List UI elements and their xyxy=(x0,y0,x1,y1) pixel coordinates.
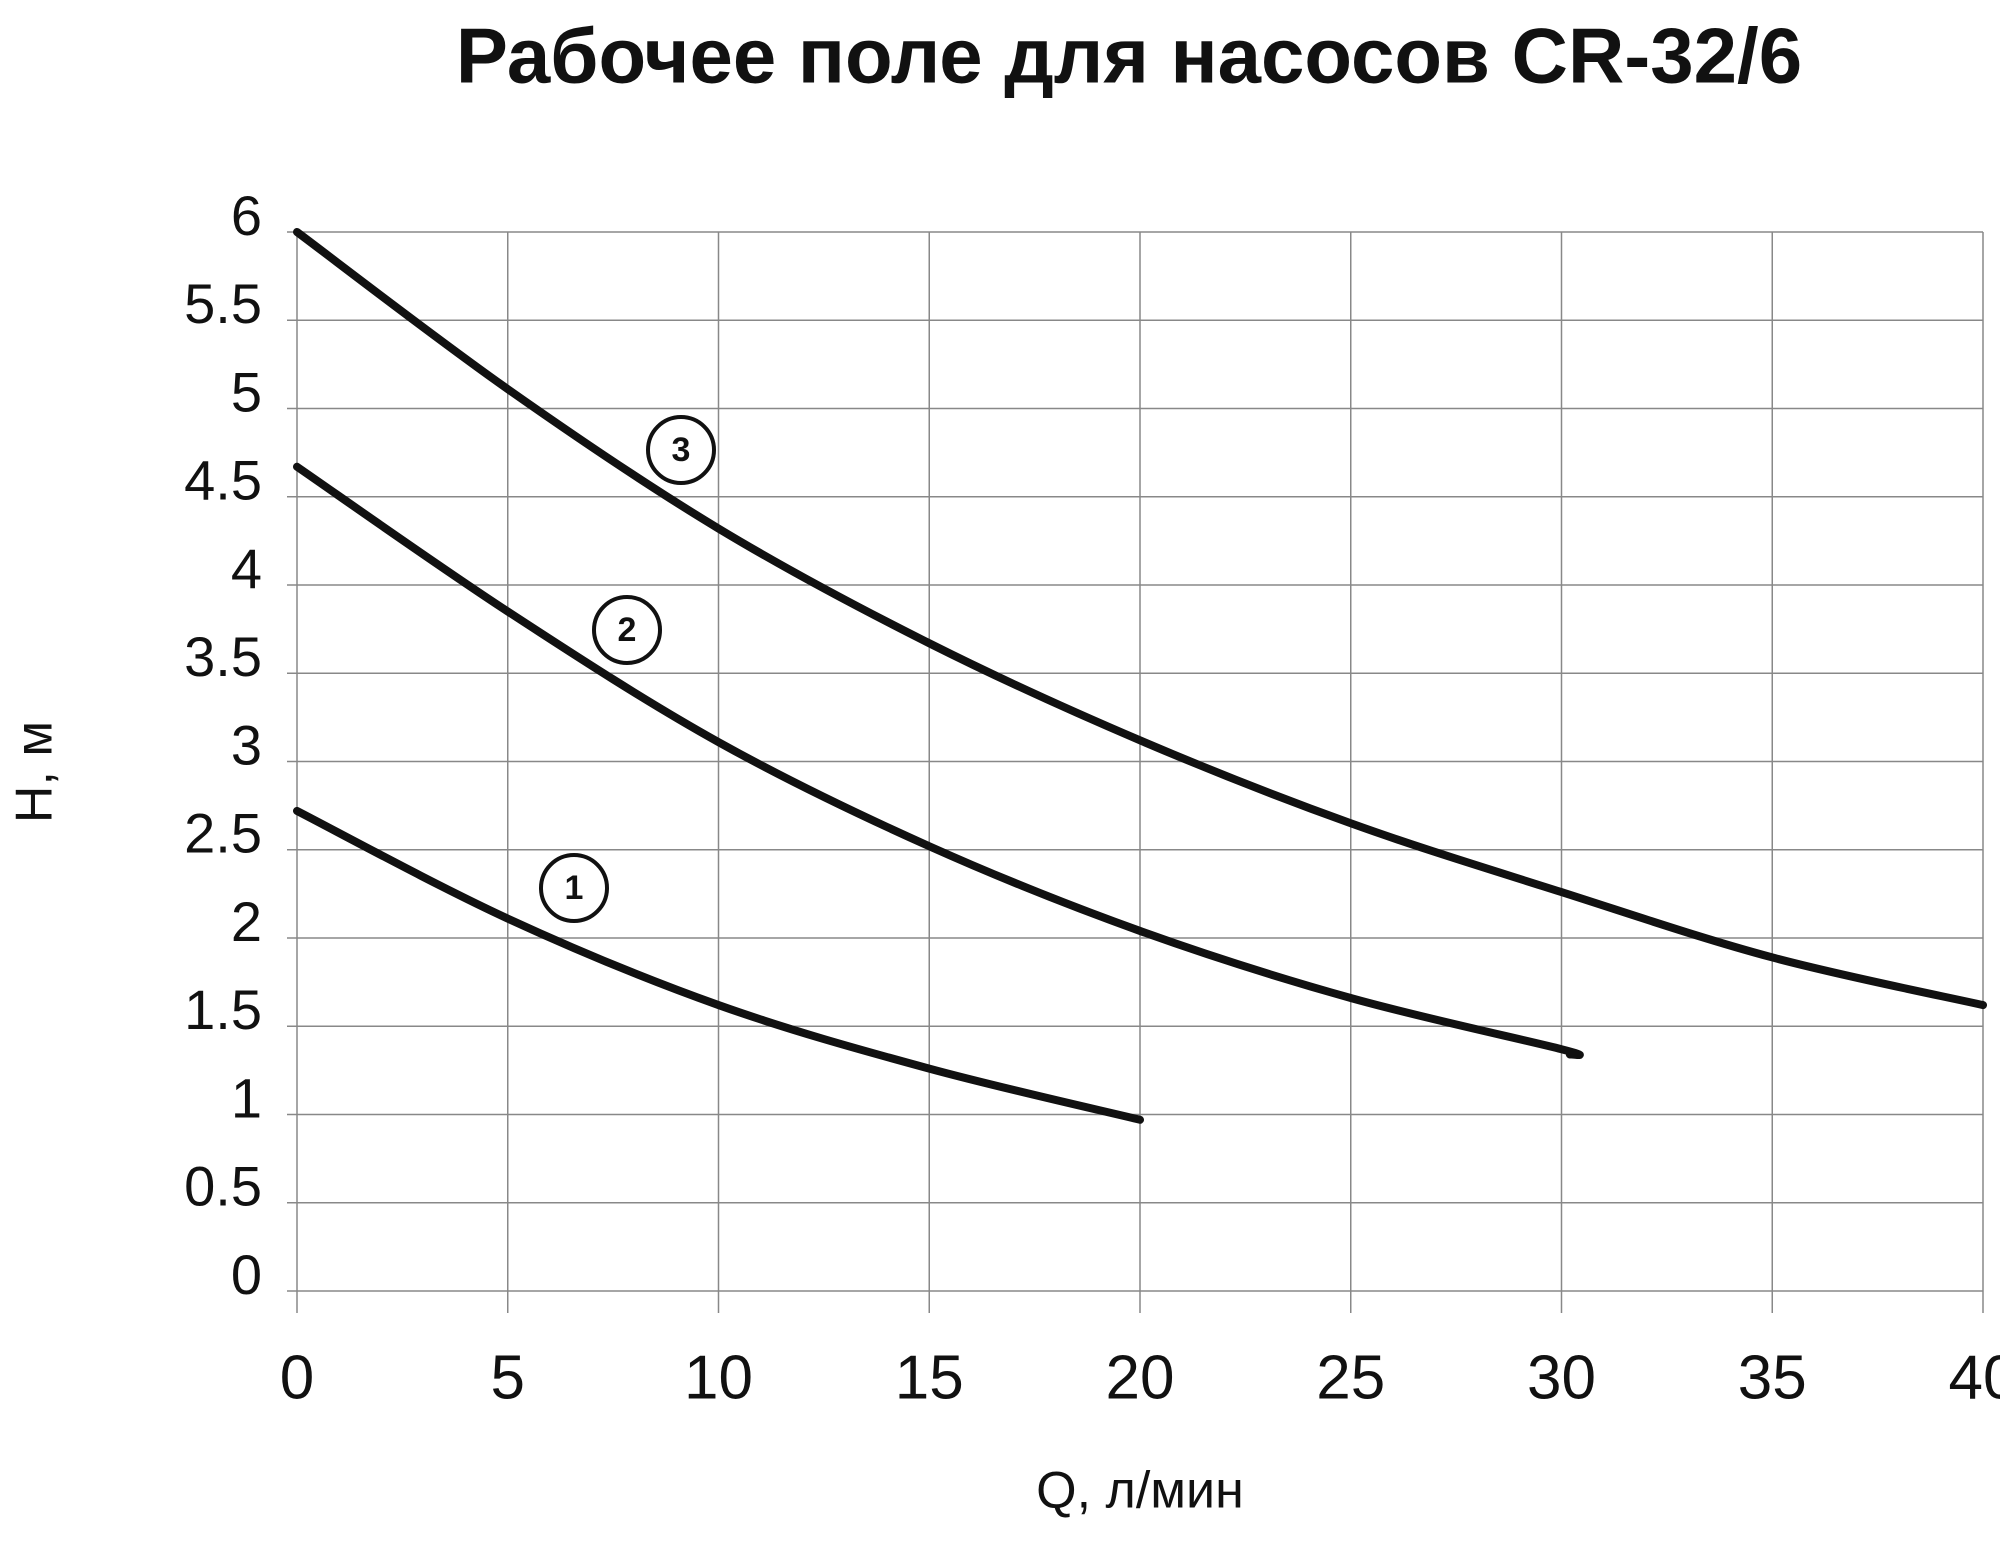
x-tick-label: 30 xyxy=(1527,1343,1596,1412)
curve xyxy=(293,228,1987,1010)
curve-label: 1 xyxy=(565,869,584,907)
y-tick-label: 3 xyxy=(231,713,262,776)
y-tick-label: 3.5 xyxy=(184,625,262,688)
chart-title: Рабочее поле для насосов CR-32/6 xyxy=(456,12,1802,100)
x-tick-label: 35 xyxy=(1738,1343,1807,1412)
curve-label: 3 xyxy=(672,431,691,469)
y-tick-label: 4 xyxy=(231,537,262,600)
y-tick-label: 0.5 xyxy=(184,1155,262,1218)
y-tick-label: 0 xyxy=(231,1243,262,1306)
x-tick-label: 0 xyxy=(280,1343,314,1412)
y-tick-label: 6 xyxy=(231,184,262,247)
y-tick-label: 5.5 xyxy=(184,272,262,335)
x-tick-label: 20 xyxy=(1106,1343,1175,1412)
x-tick-label: 5 xyxy=(491,1343,525,1412)
y-tick-label: 2.5 xyxy=(184,802,262,865)
x-tick-label: 25 xyxy=(1316,1343,1385,1412)
curve-label: 2 xyxy=(618,611,637,649)
y-tick-label: 1.5 xyxy=(184,978,262,1041)
curve-label-circle xyxy=(592,595,662,665)
curve xyxy=(293,462,1584,1060)
y-tick-label: 2 xyxy=(231,890,262,953)
curve-label-circle xyxy=(539,853,609,923)
x-tick-label: 40 xyxy=(1949,1343,2000,1412)
y-axis-label: H, м xyxy=(6,721,64,823)
y-tick-label: 4.5 xyxy=(184,449,262,512)
x-tick-label: 15 xyxy=(895,1343,964,1412)
x-axis-label: Q, л/мин xyxy=(1036,1462,1244,1520)
curve xyxy=(293,806,1144,1124)
y-tick-label: 5 xyxy=(231,360,262,423)
x-tick-label: 10 xyxy=(684,1343,753,1412)
curve-label-circle xyxy=(646,415,716,485)
y-tick-label: 1 xyxy=(231,1066,262,1129)
